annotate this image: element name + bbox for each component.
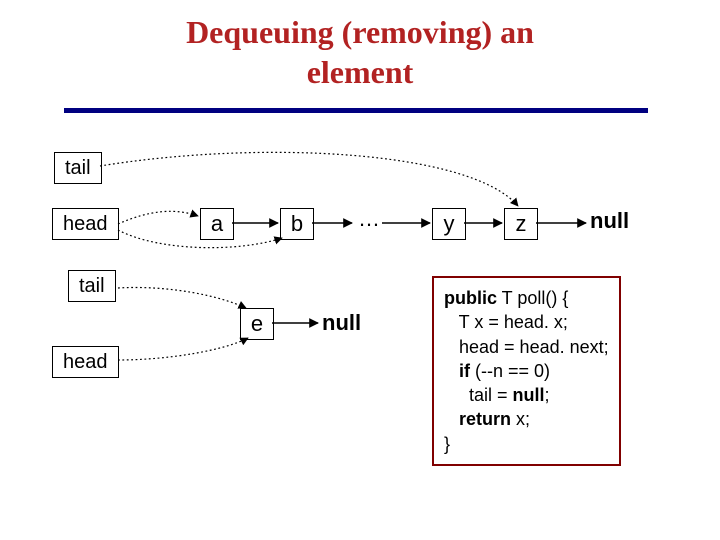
- node-z: z: [504, 208, 538, 240]
- diagram-stage: Dequeuing (removing) an element tail hea…: [0, 0, 720, 540]
- pointer-tail-1: tail: [54, 152, 102, 184]
- pointer-arrow-tail1-z: [100, 152, 518, 206]
- ellipsis: …: [358, 206, 380, 232]
- node-y: y: [432, 208, 466, 240]
- pointer-tail-2: tail: [68, 270, 116, 302]
- node-e: e: [240, 308, 274, 340]
- pointer-arrow-tail2-e: [118, 288, 246, 308]
- pointer-arrow-head2-e: [118, 338, 248, 360]
- pointer-head-1: head: [52, 208, 119, 240]
- code-box: public T poll() { T x = head. x; head = …: [432, 276, 621, 466]
- pointer-head-2: head: [52, 346, 119, 378]
- title-line2: element: [0, 54, 720, 91]
- pointer-arrow-head1-a: [118, 211, 198, 224]
- node-a: a: [200, 208, 234, 240]
- null-1: null: [590, 208, 629, 234]
- title-line1: Dequeuing (removing) an: [0, 14, 720, 51]
- title-underline: [64, 108, 648, 113]
- node-b: b: [280, 208, 314, 240]
- null-2: null: [322, 310, 361, 336]
